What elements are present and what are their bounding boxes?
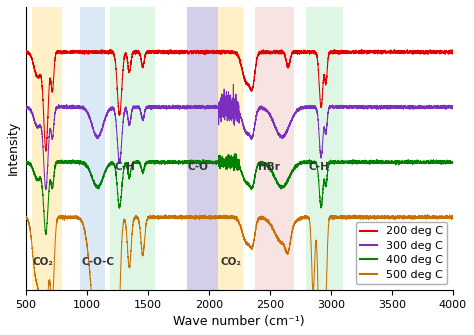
Legend: 200 deg C, 300 deg C, 400 deg C, 500 deg C: 200 deg C, 300 deg C, 400 deg C, 500 deg… <box>356 222 447 284</box>
Bar <box>306 7 343 290</box>
Text: C-H: C-H <box>115 162 136 172</box>
X-axis label: Wave number (cm⁻¹): Wave number (cm⁻¹) <box>173 315 305 328</box>
Bar <box>255 7 294 290</box>
Bar <box>219 7 243 290</box>
Text: C-O: C-O <box>188 162 209 172</box>
Text: C-O-C: C-O-C <box>81 257 114 267</box>
Bar <box>32 7 62 290</box>
Text: CO₂: CO₂ <box>33 257 54 267</box>
Text: C-H: C-H <box>308 162 329 172</box>
Text: CO₂: CO₂ <box>220 257 241 267</box>
Y-axis label: Intensity: Intensity <box>7 121 20 176</box>
Bar <box>187 7 219 290</box>
Bar <box>110 7 155 290</box>
Bar <box>81 7 105 290</box>
Text: HBr: HBr <box>258 162 280 172</box>
